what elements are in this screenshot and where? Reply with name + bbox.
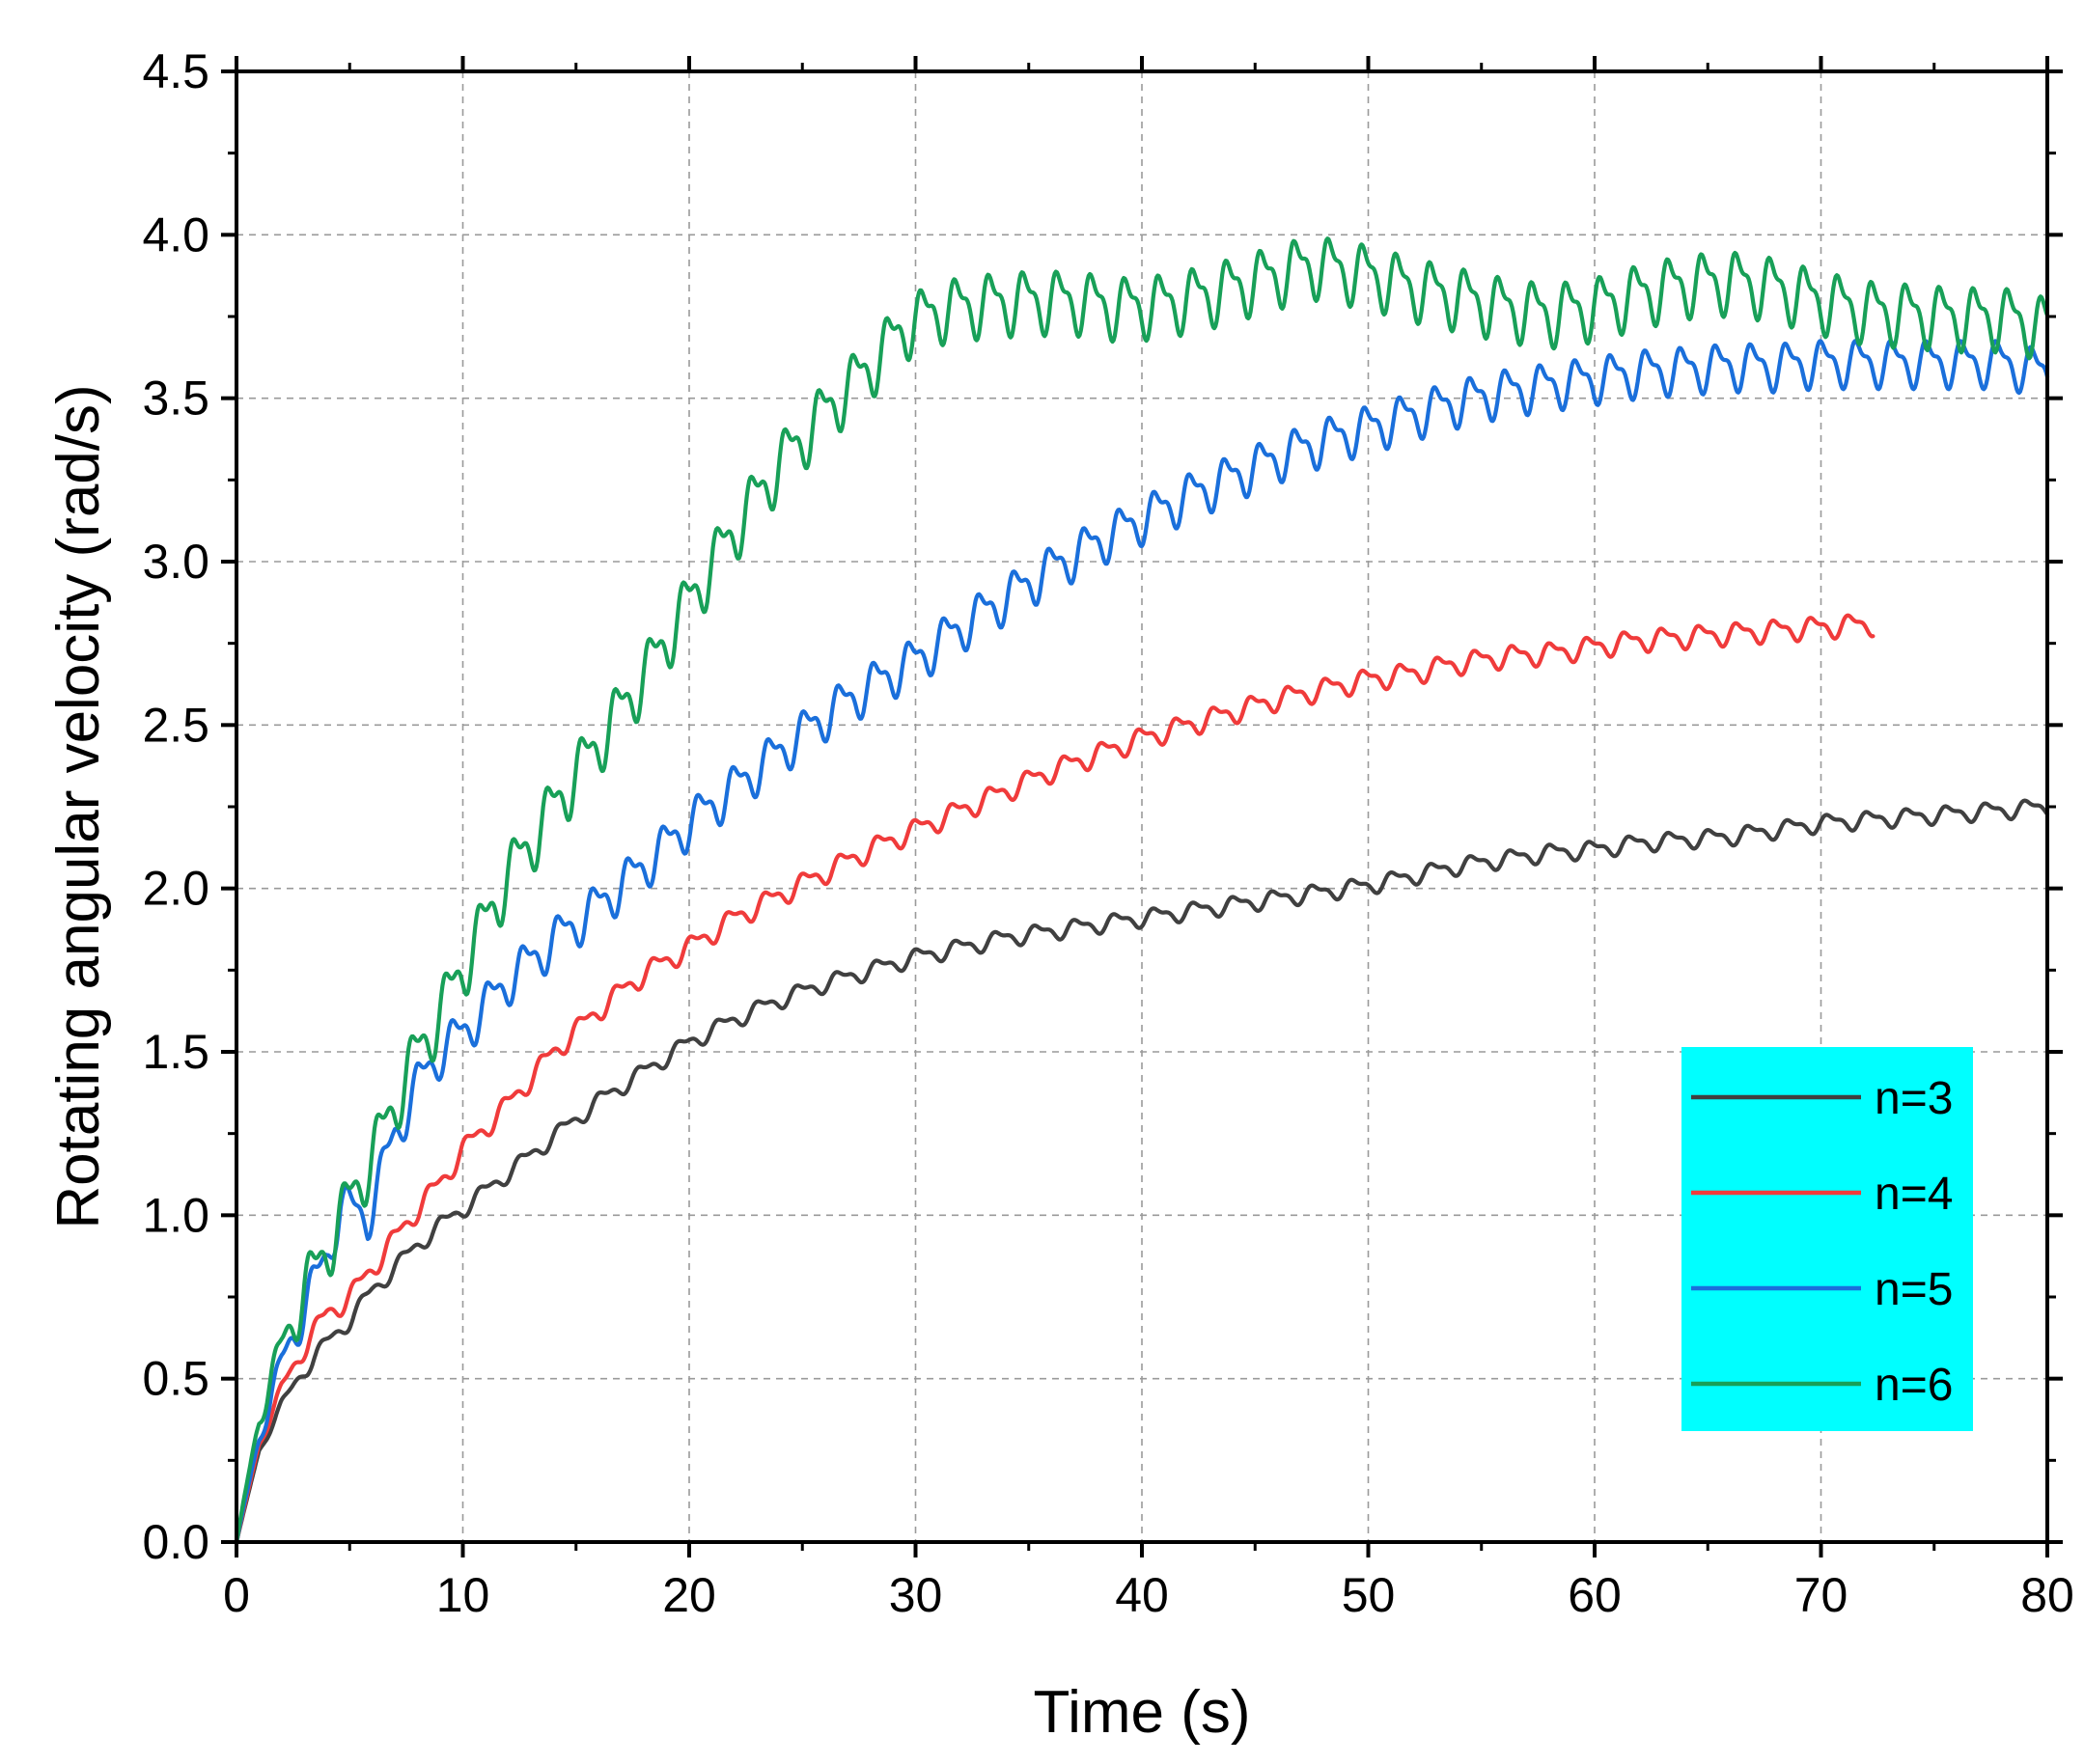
legend-label-n=5: n=5 bbox=[1875, 1264, 1953, 1315]
y-tick-label: 4.5 bbox=[142, 44, 209, 98]
x-tick-label: 20 bbox=[662, 1568, 716, 1622]
series-line-n=5 bbox=[234, 339, 2050, 1545]
series-line-n=4 bbox=[234, 613, 1876, 1545]
x-axis-title: Time (s) bbox=[1034, 1679, 1251, 1746]
x-tick-label: 80 bbox=[2020, 1568, 2074, 1622]
y-tick-label: 2.5 bbox=[142, 698, 209, 752]
x-tick-label: 10 bbox=[436, 1568, 490, 1622]
legend-items: n=3 n=4 n=5 n=6 bbox=[1691, 1073, 1953, 1411]
series-line-n=6 bbox=[234, 236, 2050, 1545]
x-tick-label: 40 bbox=[1115, 1568, 1169, 1622]
y-tick-label: 0.5 bbox=[142, 1352, 209, 1406]
legend-label-n=6: n=6 bbox=[1875, 1360, 1953, 1411]
legend-label-n=4: n=4 bbox=[1875, 1169, 1953, 1220]
x-tick-label: 70 bbox=[1794, 1568, 1848, 1622]
y-tick-label: 4.0 bbox=[142, 207, 209, 262]
x-tick-label: 30 bbox=[889, 1568, 943, 1622]
legend: n=3 n=4 n=5 n=6 bbox=[1681, 1047, 1973, 1431]
legend-label-n=3: n=3 bbox=[1875, 1073, 1953, 1124]
tick-label-layer: 0 10 20 30 40 50 60 70 80 0.0 0.5 1.0 1.5 2.0 2.5 3.0 3.… bbox=[142, 44, 2073, 1622]
y-tick-label: 3.0 bbox=[142, 535, 209, 589]
y-tick-label: 2.0 bbox=[142, 862, 209, 916]
tick-layer bbox=[221, 56, 2063, 1557]
y-tick-label: 3.5 bbox=[142, 372, 209, 426]
y-tick-label: 1.0 bbox=[142, 1188, 209, 1242]
x-tick-label: 0 bbox=[223, 1568, 250, 1622]
y-tick-label: 1.5 bbox=[142, 1025, 209, 1079]
x-tick-label: 50 bbox=[1342, 1568, 1396, 1622]
y-tick-label: 0.0 bbox=[142, 1515, 209, 1569]
series-line-n=3 bbox=[234, 798, 2050, 1545]
legend-background bbox=[1681, 1047, 1973, 1431]
y-axis-title: Rotating angular velocity (rad/s) bbox=[45, 384, 112, 1228]
series-layer bbox=[234, 236, 2050, 1545]
x-tick-label: 60 bbox=[1568, 1568, 1622, 1622]
